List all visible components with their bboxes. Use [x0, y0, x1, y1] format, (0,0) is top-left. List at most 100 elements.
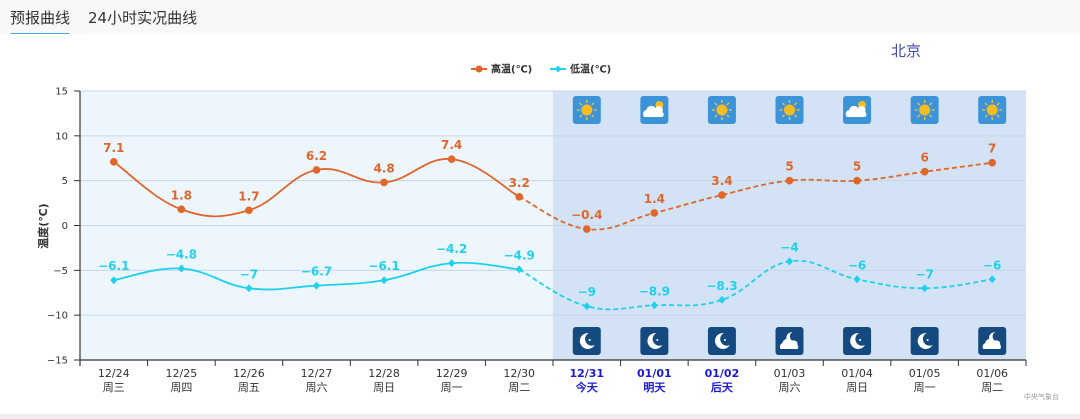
x-day-label: 周一 — [914, 381, 936, 394]
x-day-label: 周一 — [441, 381, 463, 394]
low-temp-value-label: −4.2 — [436, 242, 467, 256]
high-temp-point — [650, 209, 659, 217]
y-tick-label: 15 — [55, 87, 68, 98]
low-temp-point — [921, 284, 929, 293]
low-temp-value-label: −8.3 — [706, 279, 737, 293]
data-source-label: 中央气象台 — [1024, 393, 1059, 401]
high-temp-value-label: 5 — [785, 160, 793, 174]
x-day-label: 今天 — [575, 380, 599, 394]
moon-icon — [910, 327, 939, 355]
low-temp-point — [650, 301, 658, 310]
legend-marker — [475, 65, 483, 73]
high-temp-value-label: 1.8 — [171, 188, 192, 202]
y-tick-label: −10 — [47, 311, 68, 322]
low-temp-point — [313, 281, 320, 290]
high-temp-point — [515, 193, 524, 201]
high-temp-point — [245, 206, 253, 215]
low-temp-value-label: −6 — [848, 258, 866, 272]
high-temp-value-label: 7 — [988, 142, 996, 156]
high-temp-point — [380, 178, 388, 187]
x-day-label: 周六 — [306, 381, 328, 394]
legend-low-temp: 低温(℃) — [569, 63, 611, 76]
x-day-label: 周六 — [779, 381, 801, 394]
low-temp-point — [583, 302, 591, 311]
x-date-label: 12/29 — [436, 367, 468, 380]
high-temp-point — [109, 158, 118, 166]
low-temp-value-label: −6.1 — [368, 259, 399, 273]
x-day-label: 周三 — [103, 381, 125, 394]
low-temp-value-label: −6 — [983, 258, 1001, 272]
x-date-label: 01/01 — [637, 367, 672, 380]
high-temp-value-label: 6.2 — [306, 149, 327, 163]
high-temp-value-label: −0.4 — [571, 208, 602, 222]
x-date-label: 12/24 — [98, 367, 130, 380]
x-day-label: 周日 — [846, 381, 868, 394]
low-temp-value-label: −6.1 — [98, 259, 129, 273]
low-temp-value-label: −9 — [578, 285, 596, 299]
x-day-label: 周日 — [373, 381, 395, 394]
low-temp-value-label: −7 — [915, 267, 933, 281]
sunny-icon — [572, 96, 601, 124]
high-temp-value-label: 3.2 — [509, 176, 530, 190]
low-temp-point — [515, 265, 523, 274]
y-tick-label: −5 — [53, 266, 68, 277]
high-temp-value-label: 1.7 — [238, 189, 259, 203]
low-temp-point — [718, 295, 726, 304]
high-temp-point — [447, 155, 456, 163]
high-temp-value-label: 3.4 — [711, 174, 732, 188]
low-temp-point — [110, 276, 118, 285]
x-day-label: 明天 — [643, 381, 666, 394]
high-temp-point — [582, 225, 591, 233]
moon-icon — [640, 327, 669, 355]
partly-cloudy-icon — [640, 96, 669, 124]
low-temp-value-label: −8.9 — [639, 284, 670, 298]
low-temp-value-label: −6.7 — [301, 265, 332, 279]
x-date-label: 12/30 — [503, 367, 535, 380]
low-temp-point — [177, 264, 185, 273]
x-day-label: 周四 — [170, 381, 192, 394]
low-temp-point — [988, 275, 996, 284]
low-temp-value-label: −7 — [240, 267, 258, 281]
low-temp-point — [853, 275, 861, 284]
sunny-icon — [775, 96, 804, 124]
legend-high-temp: 高温(℃) — [491, 63, 532, 76]
high-temp-point — [177, 205, 186, 214]
high-temp-value-label: 7.4 — [441, 138, 462, 152]
y-tick-label: 5 — [62, 176, 68, 187]
sunny-icon — [707, 96, 736, 124]
cloudy-night-icon — [978, 327, 1007, 355]
partly-cloudy-icon — [843, 96, 872, 124]
x-date-label: 12/28 — [368, 367, 400, 380]
low-temp-value-label: −4.9 — [504, 248, 535, 262]
x-day-label: 周五 — [238, 381, 260, 394]
low-temp-value-label: −4 — [780, 240, 798, 254]
x-date-label: 12/27 — [301, 367, 333, 380]
cloudy-night-icon — [775, 327, 804, 355]
high-temp-value-label: 4.8 — [373, 161, 394, 175]
moon-icon — [572, 327, 601, 355]
x-day-label: 周二 — [508, 381, 530, 394]
moon-icon — [707, 327, 736, 355]
tab-24h-observed-curve[interactable]: 24小时实况曲线 — [88, 9, 198, 27]
x-date-label: 12/25 — [166, 367, 198, 380]
y-tick-label: 0 — [62, 221, 68, 232]
x-date-label: 12/26 — [233, 367, 265, 380]
high-temp-point — [718, 191, 726, 199]
high-temp-point — [920, 167, 929, 176]
high-temp-line-forecast — [518, 161, 993, 231]
high-temp-point — [312, 166, 321, 174]
y-tick-label: 10 — [55, 131, 68, 142]
low-temp-point — [245, 284, 253, 293]
x-date-label: 01/02 — [705, 367, 740, 380]
high-temp-value-label: 7.1 — [103, 141, 124, 155]
x-date-label: 01/05 — [909, 367, 941, 380]
y-axis-title: 温度(℃) — [36, 203, 50, 248]
moon-icon — [843, 327, 872, 355]
high-temp-point — [988, 158, 997, 167]
x-day-label: 周二 — [981, 381, 1003, 394]
x-day-label: 后天 — [711, 380, 734, 394]
x-date-label: 01/06 — [976, 367, 1008, 380]
high-temp-value-label: 5 — [853, 160, 861, 174]
sunny-icon — [910, 96, 939, 124]
